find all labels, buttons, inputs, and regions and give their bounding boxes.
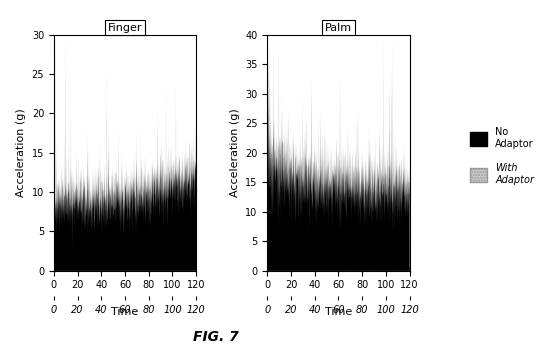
Legend: No
Adaptor, With
Adaptor: No Adaptor, With Adaptor (470, 127, 534, 185)
Y-axis label: Acceleration (g): Acceleration (g) (16, 108, 26, 197)
Y-axis label: Acceleration (g): Acceleration (g) (230, 108, 239, 197)
X-axis label: Time: Time (112, 307, 139, 317)
X-axis label: Time: Time (325, 307, 352, 317)
Title: Finger: Finger (108, 23, 142, 33)
Text: FIG. 7: FIG. 7 (193, 330, 238, 344)
Title: Palm: Palm (325, 23, 352, 33)
